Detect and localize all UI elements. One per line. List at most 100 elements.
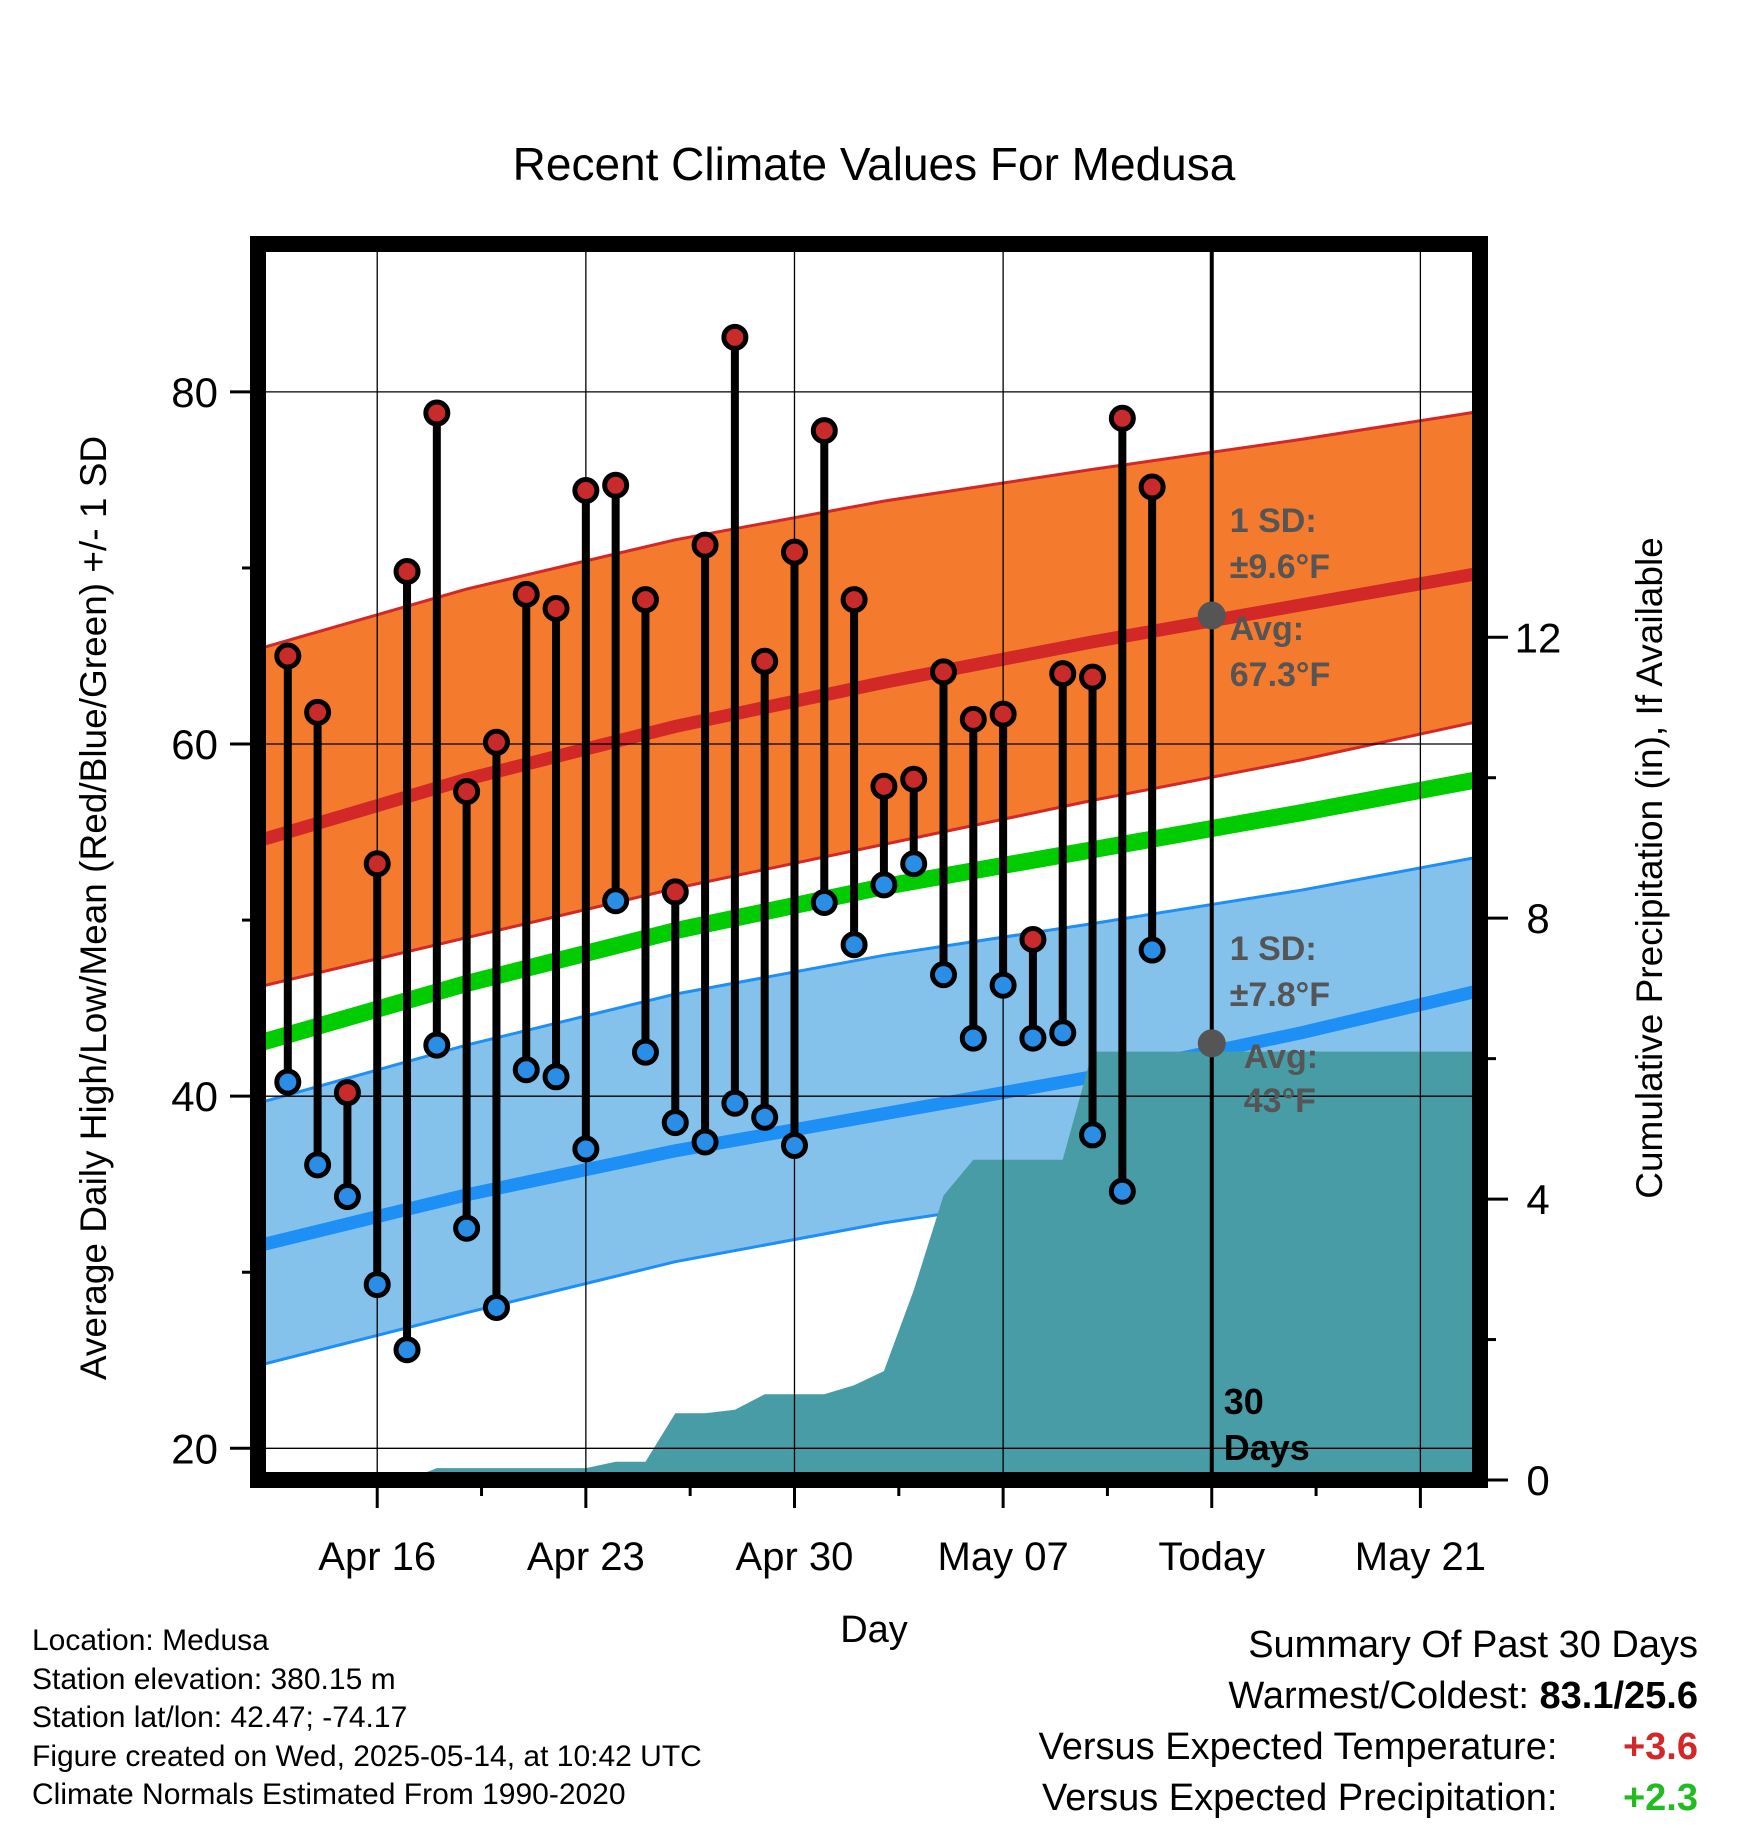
daily-low-point — [840, 931, 868, 959]
y2-tick-label: 12 — [1515, 614, 1562, 661]
daily-low-point — [1019, 1024, 1047, 1052]
low-today-avg-marker — [1197, 1029, 1226, 1058]
daily-high-point — [691, 531, 719, 559]
y2-tick-label: 0 — [1526, 1457, 1549, 1504]
daily-high-point — [423, 399, 451, 427]
precipitation-area — [258, 1051, 1480, 1480]
high-sd-upper-line — [258, 409, 1480, 651]
today-days-label-bottom: Days — [1224, 1427, 1310, 1468]
summary-panel: Summary Of Past 30 Days Warmest/Coldest:… — [1039, 1620, 1698, 1824]
daily-high-point — [1108, 404, 1136, 432]
daily-low-point — [1079, 1121, 1107, 1149]
high-today-avg-marker — [1197, 601, 1226, 630]
daily-low-point — [989, 971, 1017, 999]
daily-high-point — [780, 538, 808, 566]
daily-low-point — [959, 1024, 987, 1052]
created-text: Figure created on Wed, 2025-05-14, at 10… — [32, 1739, 702, 1773]
daily-low-point — [751, 1103, 779, 1131]
daily-high-point — [870, 772, 898, 800]
y-tick-label: 60 — [171, 721, 218, 768]
low-sd-value: ±7.8°F — [1230, 976, 1330, 1014]
precipitation-anomaly-label: Versus Expected Precipitation: — [1042, 1777, 1558, 1819]
daily-low-point — [1138, 936, 1166, 964]
high-sd-band — [258, 411, 1480, 987]
daily-high-point — [840, 586, 868, 614]
daily-low-point — [900, 850, 928, 878]
daily-low-point — [482, 1293, 510, 1321]
daily-high-point — [274, 642, 302, 670]
daily-high-point — [1079, 663, 1107, 691]
latlon-text: Station lat/lon: 42.47; -74.17 — [32, 1701, 408, 1734]
daily-high-point — [1049, 660, 1077, 688]
precipitation-anomaly-value: +2.3 — [1622, 1777, 1698, 1819]
plot-area: 1 SD: ±9.6°F Avg: 67.3°F 1 SD: ±7.8°F Avg: 43°F… — [171, 236, 1562, 1579]
daily-high-point — [631, 586, 659, 614]
x-tick-label: May 07 — [938, 1535, 1069, 1579]
daily-low-point — [363, 1271, 391, 1299]
today-days-label-top: 30 — [1224, 1381, 1264, 1422]
x-tick-label: Apr 30 — [736, 1535, 854, 1579]
daily-low-point — [572, 1135, 600, 1163]
precipitation-anomaly-row: Versus Expected Precipitation: +2.3 — [1039, 1773, 1698, 1824]
temperature-anomaly-value: +3.6 — [1622, 1726, 1698, 1768]
daily-low-point — [661, 1109, 689, 1137]
warmest-coldest-value: 83.1/25.6 — [1539, 1675, 1698, 1717]
temperature-anomaly-label: Versus Expected Temperature: — [1038, 1726, 1558, 1768]
summary-title: Summary Of Past 30 Days — [1248, 1624, 1698, 1666]
y-axis-label: Average Daily High/Low/Mean (Red/Blue/Gr… — [73, 436, 114, 1380]
daily-low-point — [930, 961, 958, 989]
daily-high-point — [363, 850, 391, 878]
daily-high-point — [721, 323, 749, 351]
daily-low-point — [870, 871, 898, 899]
y2-tick-label: 4 — [1526, 1176, 1549, 1223]
daily-low-point — [1049, 1019, 1077, 1047]
location-text: Location: Medusa — [32, 1624, 269, 1657]
daily-low-point — [721, 1089, 749, 1117]
daily-high-point — [512, 580, 540, 608]
daily-high-point — [1019, 925, 1047, 953]
high-sd-label: 1 SD: — [1230, 502, 1317, 540]
daily-low-point — [393, 1336, 421, 1364]
daily-high-point — [482, 728, 510, 756]
daily-low-point — [333, 1183, 361, 1211]
y-tick-label: 40 — [171, 1073, 218, 1120]
daily-high-point — [661, 878, 689, 906]
daily-high-point — [989, 700, 1017, 728]
y2-axis-label: Cumulative Precipitation (in), If Availa… — [1629, 537, 1670, 1199]
daily-low-point — [542, 1063, 570, 1091]
daily-low-point — [602, 887, 630, 915]
plot-frame — [250, 236, 1488, 1488]
x-tick-label: May 21 — [1355, 1535, 1486, 1579]
daily-high-point — [602, 471, 630, 499]
daily-low-point — [274, 1068, 302, 1096]
daily-high-point — [810, 417, 838, 445]
daily-low-point — [691, 1128, 719, 1156]
temperature-anomaly-row: Versus Expected Temperature: +3.6 — [1039, 1722, 1698, 1773]
x-tick-label: Apr 16 — [318, 1535, 436, 1579]
chart-title: Recent Climate Values For Medusa — [513, 138, 1236, 190]
daily-low-point — [512, 1056, 540, 1084]
low-sd-label: 1 SD: — [1230, 930, 1317, 968]
low-avg-label: Avg: — [1244, 1038, 1318, 1076]
high-sd-value: ±9.6°F — [1230, 548, 1330, 586]
daily-high-point — [333, 1079, 361, 1107]
daily-high-point — [453, 778, 481, 806]
daily-low-point — [631, 1038, 659, 1066]
daily-high-point — [930, 658, 958, 686]
x-tick-label: Apr 23 — [527, 1535, 645, 1579]
high-avg-label: Avg: — [1230, 610, 1304, 648]
daily-high-point — [900, 765, 928, 793]
daily-low-point — [304, 1151, 332, 1179]
warmest-coldest-row: Warmest/Coldest: 83.1/25.6 — [1039, 1671, 1698, 1722]
low-avg-value: 43°F — [1244, 1082, 1316, 1120]
daily-high-point — [304, 698, 332, 726]
daily-high-point — [751, 647, 779, 675]
station-info: Location: Medusa Station elevation: 380.… — [32, 1622, 702, 1815]
plot-clip-group — [258, 244, 1480, 1480]
daily-stems — [274, 323, 1166, 1364]
daily-high-point — [393, 557, 421, 585]
x-tick-label: Today — [1158, 1535, 1265, 1579]
y-tick-label: 80 — [171, 369, 218, 416]
daily-high-point — [959, 705, 987, 733]
